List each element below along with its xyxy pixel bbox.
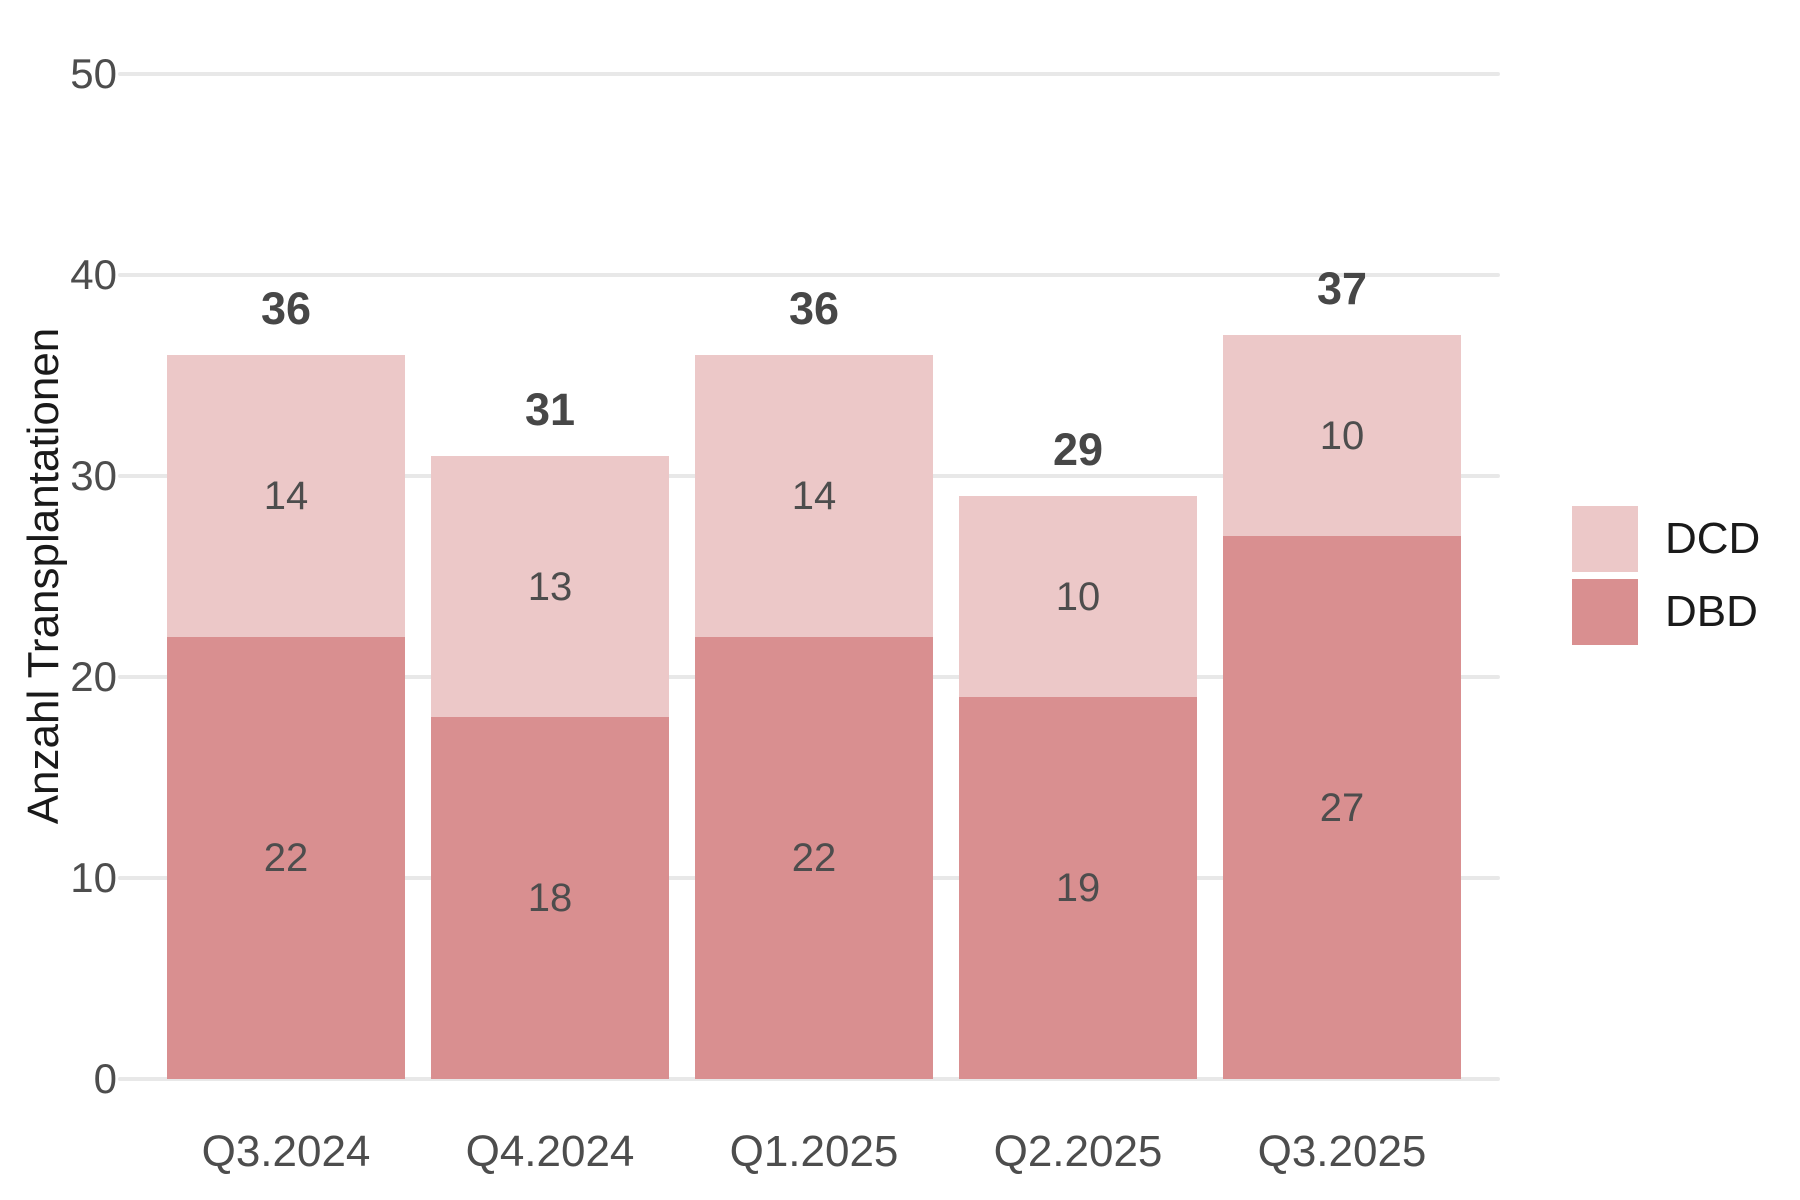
y-tick-label-30: 30: [70, 452, 117, 499]
y-tick-label-50: 50: [70, 50, 117, 97]
y-tick-label-10: 10: [70, 854, 117, 901]
bar-segment-dcd: [959, 496, 1197, 698]
x-tick-label-Q3.2024: Q3.2024: [201, 1127, 371, 1176]
segment-value-dcd: 13: [527, 564, 573, 609]
segment-value-dcd: 14: [791, 474, 837, 519]
bar-segment-dbd: [167, 636, 405, 1079]
legend-label-dcd: DCD: [1665, 514, 1761, 563]
y-tick-label-0: 0: [93, 1055, 117, 1102]
segment-value-dbd: 22: [791, 835, 837, 880]
segment-value-dcd: 14: [263, 474, 309, 519]
total-label: 37: [1316, 263, 1368, 315]
bar-segment-dcd: [1223, 335, 1461, 537]
bar-segment-dbd: [695, 636, 933, 1079]
segment-value-dbd: 27: [1319, 785, 1365, 830]
bar-segment-dbd: [1223, 536, 1461, 1079]
segment-value-dbd: 19: [1055, 866, 1101, 911]
y-tick-label-20: 20: [70, 653, 117, 700]
total-label: 36: [788, 283, 840, 335]
total-label: 31: [524, 383, 576, 435]
bar-segment-dbd: [959, 697, 1197, 1079]
legend-swatch-dcd: [1572, 506, 1638, 572]
x-tick-label-Q2.2025: Q2.2025: [993, 1127, 1163, 1176]
segment-value-dbd: 18: [527, 876, 573, 921]
y-tick-label-40: 40: [70, 251, 117, 298]
legend-swatch-dbd: [1572, 579, 1638, 645]
bar-segment-dbd: [431, 717, 669, 1079]
gridline-y-40: [118, 273, 1500, 277]
gridline-y-0: [118, 1077, 1500, 1081]
segment-value-dcd: 10: [1055, 574, 1101, 619]
total-label: 29: [1052, 424, 1104, 476]
segment-value-dbd: 22: [263, 835, 309, 880]
segment-value-dcd: 10: [1319, 413, 1365, 458]
bar-segment-dcd: [167, 355, 405, 637]
x-tick-label-Q4.2024: Q4.2024: [465, 1127, 635, 1176]
gridline-y-50: [118, 72, 1500, 76]
legend-label-dbd: DBD: [1665, 587, 1758, 636]
total-label: 36: [260, 283, 312, 335]
x-tick-label-Q1.2025: Q1.2025: [729, 1127, 899, 1176]
bar-segment-dcd: [695, 355, 933, 637]
bar-segment-dcd: [431, 455, 669, 718]
x-tick-label-Q3.2025: Q3.2025: [1257, 1127, 1427, 1176]
